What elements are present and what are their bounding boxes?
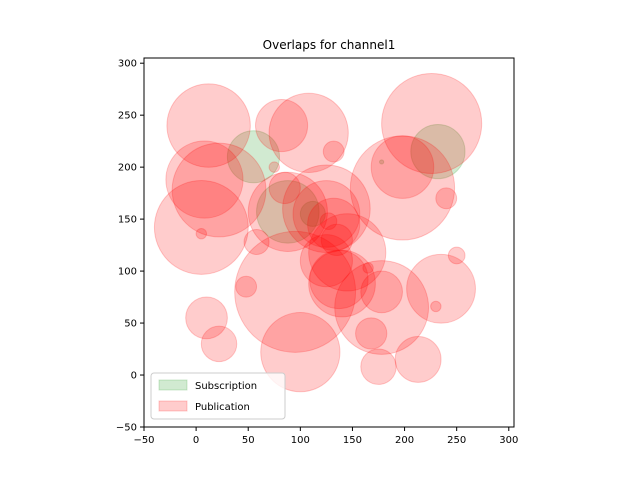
publication-circle-10 [247, 171, 328, 252]
subscription-circle-1 [256, 180, 320, 244]
legend-box [150, 372, 286, 420]
publication-circle-37 [185, 296, 228, 340]
publication-circle-26 [355, 317, 388, 350]
subscription-circle-0 [226, 130, 280, 184]
y-tick-label: 250 [118, 111, 137, 122]
subscription-circle-4 [379, 159, 385, 165]
x-tick-label: 100 [291, 435, 310, 446]
publication-circle-11 [243, 228, 270, 255]
publication-circle-4 [195, 227, 208, 240]
publication-circle-6 [268, 92, 349, 173]
publication-circle-19 [308, 249, 376, 318]
publication-circle-30 [349, 135, 456, 241]
y-tick-label: 150 [118, 215, 137, 226]
x-tick-label: 50 [242, 435, 255, 446]
publication-circle-7 [322, 140, 345, 163]
publication-circle-13 [292, 180, 361, 248]
publication-circle-18 [299, 234, 353, 288]
publication-circle-21 [362, 262, 374, 274]
legend-label-subscription: Subscription [195, 381, 257, 392]
publication-circle-23 [260, 312, 341, 393]
publication-circle-35 [430, 300, 442, 313]
y-tick-label: 200 [118, 163, 137, 174]
publication-circle-29 [370, 135, 435, 199]
chart-title: Overlaps for channel1 [263, 38, 396, 52]
legend-swatch-publication [158, 400, 188, 412]
publication-circle-28 [394, 336, 442, 383]
publication-circle-38 [200, 325, 238, 363]
subscription-circle-2 [299, 200, 326, 227]
publication-circle-16 [320, 223, 353, 257]
circles-layer [153, 72, 483, 393]
legend-swatch-subscription [158, 379, 188, 391]
publication-circle-33 [447, 246, 466, 265]
y-tick-label: 0 [131, 371, 137, 382]
publication-circle-5 [255, 99, 309, 153]
publication-circle-9 [268, 171, 301, 205]
publication-circle-0 [166, 83, 251, 168]
legend: Subscription Publication [150, 372, 286, 420]
x-tick-label: 250 [447, 435, 466, 446]
y-tick-label: 50 [124, 319, 137, 330]
publication-circle-25 [360, 270, 403, 314]
publication-circle-12 [282, 164, 371, 253]
publication-circle-20 [309, 249, 369, 310]
publication-circle-17 [308, 213, 387, 292]
publication-circle-8 [268, 161, 280, 173]
x-tick-label: −50 [133, 435, 154, 446]
publication-circle-14 [307, 197, 361, 251]
x-tick-label: 150 [343, 435, 362, 446]
y-tick-label: 100 [118, 267, 137, 278]
publication-circle-27 [360, 348, 397, 385]
publication-circle-15 [319, 212, 338, 231]
y-tick-label: 300 [118, 59, 137, 70]
publication-circle-22 [234, 230, 357, 353]
ticks-layer: −50 0 50 100 150 200 250 300 −50 0 50 100 150 200 250 3… [116, 59, 518, 446]
publication-circle-24 [334, 260, 430, 355]
publication-circle-34 [406, 253, 476, 324]
x-tick-label: 300 [499, 435, 518, 446]
x-tick-label: 0 [193, 435, 199, 446]
y-tick-label: −50 [116, 423, 137, 434]
publication-circle-3 [153, 180, 249, 275]
publication-circle-1 [165, 140, 244, 219]
x-tick-label: 200 [395, 435, 414, 446]
publication-circle-36 [235, 275, 258, 298]
publication-circle-2 [171, 142, 267, 238]
axes-frame [143, 57, 515, 428]
publication-circle-31 [381, 72, 483, 175]
publication-circle-32 [435, 187, 458, 210]
legend-label-publication: Publication [195, 402, 250, 413]
subscription-circle-3 [410, 123, 466, 180]
